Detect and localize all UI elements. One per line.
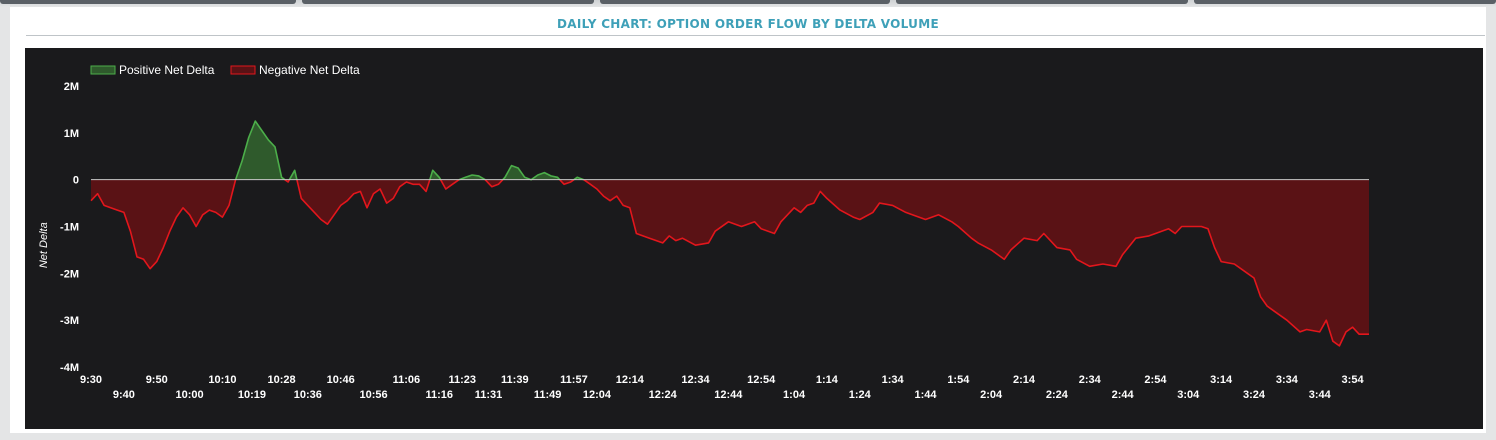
positive-line: [458, 174, 486, 181]
x-tick-label: 11:16: [425, 389, 453, 401]
x-tick-label: 3:04: [1177, 389, 1200, 401]
nav-segment[interactable]: [1194, 0, 1496, 4]
x-tick-label: 11:49: [534, 389, 562, 401]
x-tick-label: 12:24: [649, 389, 678, 401]
positive-area: [502, 165, 560, 180]
negative-line: [559, 179, 575, 186]
negative-area: [296, 179, 430, 225]
x-tick-label: 11:06: [393, 374, 421, 386]
negative-area: [583, 179, 1369, 346]
positive-line: [573, 176, 585, 181]
x-tick-label: 10:10: [208, 374, 236, 386]
x-tick-label: 1:54: [947, 374, 970, 386]
x-tick-label: 9:40: [113, 389, 135, 401]
legend-item[interactable]: Positive Net Delta: [90, 63, 215, 77]
legend-item[interactable]: Negative Net Delta: [230, 63, 360, 77]
x-tick-label: 3:34: [1276, 374, 1299, 386]
x-tick-label: 9:30: [80, 374, 102, 386]
x-tick-label: 3:24: [1243, 389, 1266, 401]
nav-segment[interactable]: [600, 0, 890, 4]
negative-legend-swatch: [230, 65, 256, 75]
x-tick-label: 2:34: [1079, 374, 1102, 386]
x-tick-label: 11:31: [475, 389, 503, 401]
negative-line: [484, 179, 504, 188]
x-tick-label: 2:04: [980, 389, 1003, 401]
legend-label: Negative Net Delta: [259, 63, 360, 77]
positive-area: [235, 121, 285, 180]
x-tick-label: 1:44: [914, 389, 937, 401]
x-tick-label: 1:04: [783, 389, 806, 401]
negative-area: [91, 179, 236, 269]
x-tick-label: 12:44: [714, 389, 743, 401]
y-tick-label: -1M: [60, 222, 79, 234]
positive-line: [288, 169, 298, 181]
x-tick-label: 10:36: [294, 389, 322, 401]
x-tick-label: 11:57: [560, 374, 588, 386]
x-tick-label: 12:54: [747, 374, 776, 386]
x-tick-label: 11:39: [501, 374, 529, 386]
chart-title: DAILY CHART: OPTION ORDER FLOW BY DELTA …: [557, 17, 939, 31]
x-tick-label: 3:14: [1210, 374, 1233, 386]
nav-segment[interactable]: [896, 0, 1188, 4]
y-tick-label: 0: [73, 175, 79, 187]
x-tick-label: 10:28: [267, 374, 295, 386]
legend-label: Positive Net Delta: [119, 63, 215, 77]
y-axis-title: Net Delta: [38, 222, 50, 268]
negative-line: [90, 179, 237, 270]
y-tick-label: 2M: [64, 81, 79, 93]
x-tick-label: 10:00: [175, 389, 203, 401]
x-tick-label: 1:24: [849, 389, 872, 401]
title-divider: [26, 35, 1485, 36]
x-tick-label: 9:50: [146, 374, 168, 386]
negative-line: [284, 179, 291, 183]
y-tick-label: -4M: [60, 362, 79, 374]
x-tick-label: 2:54: [1144, 374, 1167, 386]
top-nav-strip: [0, 0, 1496, 7]
x-tick-label: 10:46: [327, 374, 355, 386]
x-tick-label: 12:34: [681, 374, 710, 386]
x-tick-label: 11:23: [448, 374, 476, 386]
x-tick-label: 10:19: [238, 389, 266, 401]
negative-area: [485, 179, 503, 187]
x-tick-label: 1:14: [816, 374, 839, 386]
x-tick-label: 12:04: [583, 389, 612, 401]
nav-segment[interactable]: [0, 0, 296, 4]
x-tick-label: 12:14: [616, 374, 645, 386]
negative-line: [583, 179, 1369, 347]
y-tick-label: -3M: [60, 315, 79, 327]
x-tick-label: 2:14: [1013, 374, 1036, 386]
x-tick-label: 2:24: [1046, 389, 1069, 401]
negative-line: [296, 179, 431, 225]
positive-legend-swatch: [90, 65, 116, 75]
positive-line: [234, 120, 286, 181]
x-tick-label: 10:56: [359, 389, 387, 401]
positive-line: [429, 169, 442, 181]
negative-line: [439, 179, 460, 190]
nav-segment[interactable]: [302, 0, 594, 4]
x-tick-label: 1:34: [882, 374, 905, 386]
y-tick-label: -2M: [60, 268, 79, 280]
y-tick-label: 1M: [64, 128, 79, 140]
x-tick-label: 3:54: [1342, 374, 1365, 386]
x-tick-label: 3:44: [1309, 389, 1332, 401]
x-tick-label: 2:44: [1112, 389, 1135, 401]
